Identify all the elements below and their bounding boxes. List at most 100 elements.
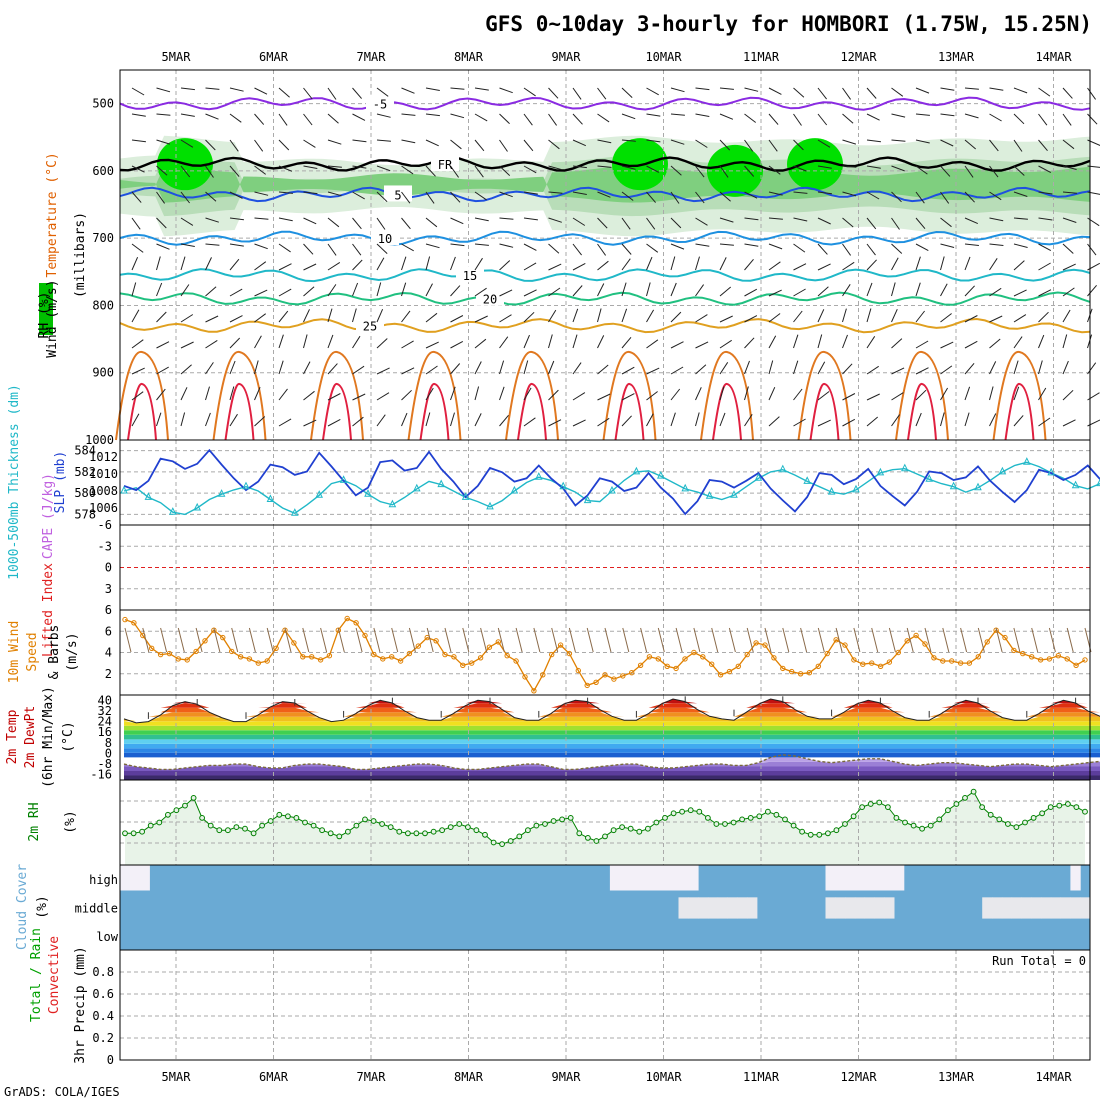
wind-barb [572, 308, 579, 323]
wind-barb [940, 313, 952, 323]
rh-point [765, 808, 771, 815]
wind-barb [205, 386, 210, 401]
day-label-bottom: 8MAR [454, 1070, 484, 1084]
temperature-contour [119, 186, 1091, 203]
wind-barb [891, 165, 905, 172]
wind-barb [842, 87, 852, 100]
wind-barb [131, 367, 145, 375]
wind-point [415, 643, 421, 649]
wind-barb [523, 113, 533, 126]
pressure-tick: 800 [92, 298, 114, 312]
ylabel-part: Lifted Index [41, 563, 56, 657]
wind-barb [891, 282, 896, 297]
wind-barb [205, 412, 211, 427]
wind-barb [572, 262, 586, 271]
wind-barb [425, 341, 439, 349]
wind-barb [989, 386, 994, 401]
wind-barb [719, 243, 734, 246]
wind-point [753, 640, 759, 646]
wind-tick: 6 [105, 624, 112, 638]
wind10-barb [782, 627, 790, 653]
panel-ylabel: (millibars) [73, 212, 88, 298]
wind-barb [817, 217, 831, 225]
rh-point [996, 816, 1003, 823]
mark-layer [120, 87, 1100, 847]
wind-barb [964, 243, 979, 246]
wind-barb [205, 217, 219, 223]
wind-barb [180, 139, 194, 148]
wind-barb [425, 243, 440, 249]
wind-barb [719, 139, 731, 151]
cloud-middle-gap [874, 897, 885, 919]
wind-barb [597, 364, 609, 375]
wind-barb [278, 191, 293, 194]
wind-point [273, 645, 279, 651]
wind-barb [891, 217, 900, 230]
wind-barb [303, 361, 311, 375]
wind-point [451, 654, 457, 660]
day-label-bottom: 13MAR [938, 1070, 975, 1084]
wind-barb [1062, 419, 1076, 427]
wind-barb [1038, 191, 1053, 195]
wind-barb [1038, 165, 1052, 174]
wind-barb [989, 413, 997, 427]
rh-point [602, 833, 608, 840]
panel-ylabel: (m/s) [65, 632, 80, 671]
temp-tick: -8 [98, 757, 112, 771]
wind-barb [425, 312, 438, 323]
rh-point [970, 788, 977, 795]
wind-barb [352, 335, 361, 349]
wind-barb [842, 139, 857, 145]
wind-barb [793, 139, 804, 151]
wind-barb [376, 414, 386, 427]
wind-barb [523, 289, 537, 297]
wind-barb [964, 139, 977, 150]
rh-point [679, 808, 685, 815]
rh-point [190, 795, 197, 801]
rh-point [1022, 819, 1028, 826]
wind-barb [278, 360, 284, 375]
thickness-point [705, 491, 714, 499]
ylabel-part: (6hr Min/Max) [41, 686, 56, 788]
wind-barb [1013, 139, 1023, 152]
wind-barb [1062, 389, 1074, 401]
wind-barb [915, 310, 925, 323]
wind-barb [670, 366, 684, 375]
wind-point [495, 639, 501, 645]
precip-tick: 0.8 [92, 965, 114, 979]
rh-point [807, 831, 814, 838]
wind-barb [989, 361, 997, 375]
wind10-barb [124, 627, 132, 653]
rh-point [1005, 821, 1011, 827]
wind-barb [548, 113, 558, 126]
cloud-middle-gap [1070, 897, 1081, 919]
rh-point [713, 821, 720, 827]
wind-point [904, 638, 910, 644]
thickness-point [656, 470, 665, 479]
cloud-high-gap [658, 865, 670, 891]
rh-core [787, 138, 843, 191]
wind-barb [131, 113, 146, 117]
wind-barb [131, 139, 146, 143]
wind-barb [768, 87, 782, 95]
rh-point [1047, 804, 1054, 810]
rh-point [919, 825, 925, 832]
warm-loop [700, 350, 754, 441]
wind-barb [180, 165, 191, 178]
panel-ylabel: Lifted Index CAPE (J/kg) [41, 473, 56, 657]
rh-point [885, 804, 891, 810]
cloud-level-label: middle [75, 902, 118, 916]
wind-barb [229, 217, 244, 221]
wind10-barb [995, 627, 1003, 653]
wind-barb [278, 418, 292, 427]
rh-point [285, 813, 291, 820]
rh-point [310, 822, 317, 829]
thickness-point [1071, 480, 1080, 489]
cloud-middle-gap [1080, 897, 1091, 919]
wind-barb [989, 243, 1004, 246]
wind-barb [940, 87, 955, 91]
wind-barb [695, 243, 710, 247]
day-label-top: 9MAR [552, 50, 582, 64]
cloud-high-gap [894, 865, 905, 891]
rh-point [465, 824, 471, 830]
